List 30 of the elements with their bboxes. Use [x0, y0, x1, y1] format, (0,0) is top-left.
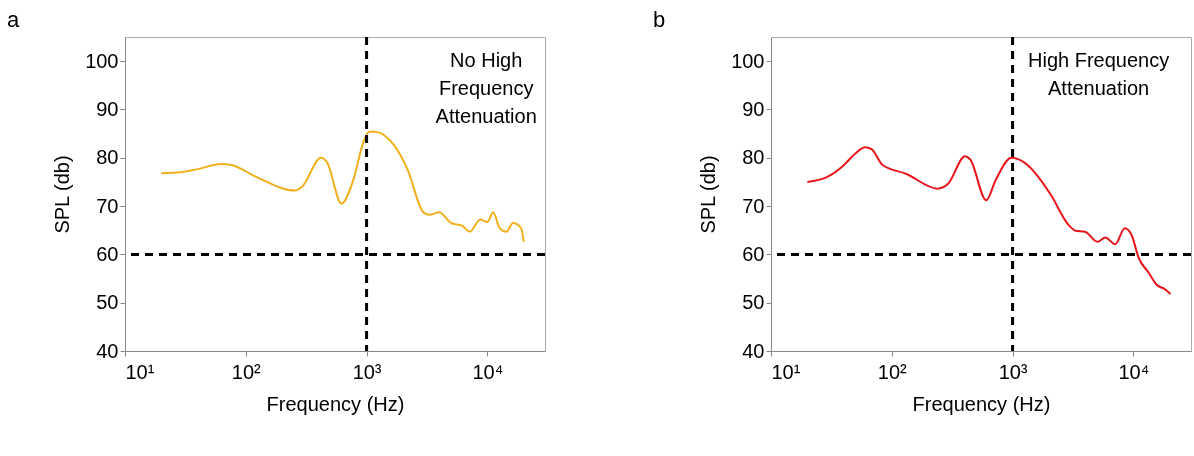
y-axis-title: SPL (db) — [697, 155, 720, 234]
x-axis-title: Frequency (Hz) — [266, 392, 405, 415]
annotation: No High Frequency Attenuation — [435, 49, 537, 127]
y-tick-label: 100 — [731, 49, 765, 72]
y-axis-title: SPL (db) — [51, 155, 74, 234]
y-tick-label: 90 — [742, 97, 765, 120]
y-tick-label: 80 — [96, 146, 119, 169]
x-tick-label: 10¹ — [771, 360, 801, 383]
x-axis-title: Frequency (Hz) — [912, 392, 1051, 415]
chart-title: b — [653, 6, 666, 32]
y-tick-label: 70 — [96, 194, 119, 217]
y-tick-label: 40 — [742, 339, 765, 362]
y-tick-label: 60 — [742, 242, 765, 265]
y-tick-label: 50 — [742, 291, 765, 314]
x-tick-label: 10³ — [998, 360, 1028, 383]
chart-title: a — [7, 6, 20, 32]
annotation: High Frequency Attenuation — [1028, 49, 1170, 99]
y-tick-label: 80 — [742, 146, 765, 169]
x-tick-label: 10³ — [352, 360, 382, 383]
y-tick-label: 50 — [96, 291, 119, 314]
x-tick-label: 10⁴ — [1118, 360, 1150, 383]
x-tick-label: 10¹ — [125, 360, 155, 383]
y-tick-label: 90 — [96, 97, 119, 120]
y-tick-label: 60 — [96, 242, 119, 265]
x-tick-label: 10⁴ — [472, 360, 504, 383]
x-tick-label: 10² — [877, 360, 908, 383]
y-tick-label: 70 — [742, 194, 765, 217]
y-tick-label: 100 — [85, 49, 119, 72]
x-tick-label: 10² — [231, 360, 262, 383]
y-tick-label: 40 — [96, 339, 119, 362]
